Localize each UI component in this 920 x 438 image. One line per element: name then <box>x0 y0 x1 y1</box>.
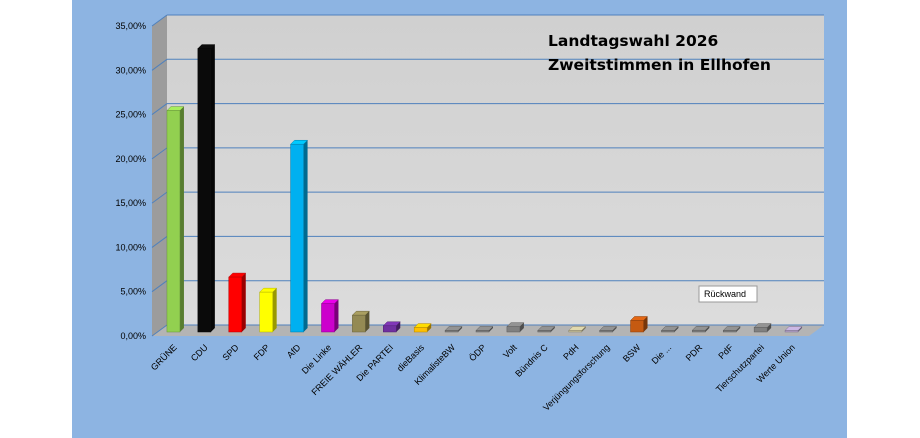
bars <box>166 44 803 333</box>
bar <box>382 321 401 333</box>
bar <box>537 326 556 333</box>
y-tick-label: 15,00% <box>115 198 146 208</box>
x-category-label: BSW <box>621 342 643 364</box>
bar <box>320 299 340 333</box>
y-tick-label: 0,00% <box>120 331 146 341</box>
chart-title-line-2: Zweitstimmen in Ellhofen <box>548 56 771 74</box>
bar <box>197 44 216 333</box>
bar <box>691 325 710 333</box>
bar <box>753 323 772 333</box>
bar <box>599 326 618 333</box>
bar <box>228 272 247 333</box>
side-wall <box>152 15 167 336</box>
y-tick-label: 5,00% <box>120 287 146 297</box>
gridline-side <box>151 14 168 27</box>
tooltip-box: Rückwand <box>698 285 758 303</box>
x-category-label: AfD <box>285 342 303 360</box>
y-tick-label: 20,00% <box>115 154 146 164</box>
chart-frame: 0,00% 5,00% 10,00% 15,00% 20,00% 25,00% 30,00%… <box>72 0 847 438</box>
bar-chart: 0,00% 5,00% 10,00% 15,00% 20,00% 25,00% 30,00%… <box>115 14 824 413</box>
bar <box>629 316 649 333</box>
chart-title-line-1: Landtagswahl 2026 <box>548 32 718 50</box>
bar <box>660 326 680 333</box>
gridline-side <box>151 280 168 293</box>
gridlines <box>151 14 824 337</box>
y-axis-ticks: 0,00% 5,00% 10,00% 15,00% 20,00% 25,00% 30,00%… <box>115 21 146 341</box>
y-tick-label: 10,00% <box>115 242 146 252</box>
back-wall <box>167 15 824 325</box>
x-category-label: FDP <box>252 342 272 362</box>
bar <box>722 326 741 333</box>
y-tick-label: 25,00% <box>115 110 146 120</box>
bar <box>289 139 309 333</box>
bar <box>166 106 185 333</box>
bar <box>444 326 463 333</box>
x-category-label: Volt <box>501 342 519 360</box>
y-tick-label: 35,00% <box>115 21 146 31</box>
x-category-label: Die ... <box>650 342 674 366</box>
tooltip-text: Rückwand <box>704 289 746 299</box>
x-category-label: GRÜNE <box>149 342 179 372</box>
bar <box>259 287 278 333</box>
x-category-label: Bündnis C <box>513 342 550 379</box>
x-category-label: ÖDP <box>467 342 488 363</box>
bar <box>784 326 803 333</box>
bar <box>506 322 525 333</box>
gridline-side <box>151 191 168 204</box>
x-category-label: PDR <box>684 342 705 363</box>
x-category-label: SPD <box>221 342 242 363</box>
bar <box>475 326 494 333</box>
x-category-label: CDU <box>189 342 210 363</box>
gridline-side <box>151 147 168 160</box>
x-category-label: dieBasis <box>395 342 426 373</box>
x-category-label: PdH <box>561 342 580 361</box>
plot-walls <box>152 15 824 336</box>
bar <box>351 310 370 333</box>
y-tick-label: 30,00% <box>115 65 146 75</box>
gridline-side <box>151 103 168 115</box>
gridline-side <box>151 236 168 248</box>
bar <box>568 326 587 333</box>
gridline-side <box>151 58 168 71</box>
bar <box>413 323 432 333</box>
x-category-label: PdF <box>716 342 735 361</box>
gridline-side <box>151 324 168 337</box>
